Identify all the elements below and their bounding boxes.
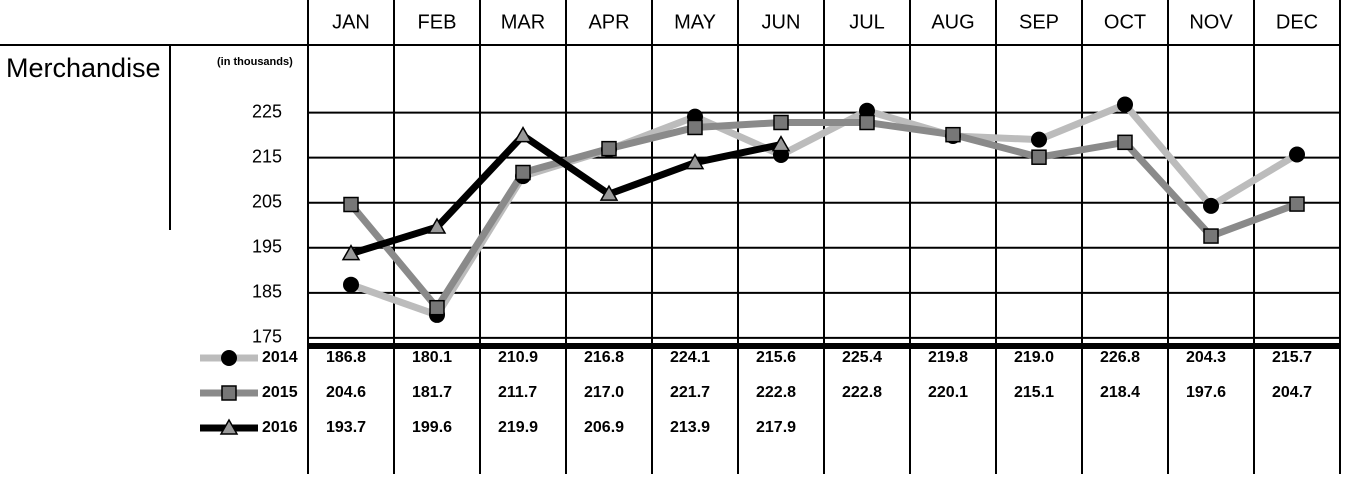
table-value: 181.7 bbox=[412, 384, 452, 401]
table-value: 210.9 bbox=[498, 349, 538, 366]
table-value: 211.7 bbox=[498, 384, 537, 401]
y-tick-label: 225 bbox=[252, 101, 282, 121]
point bbox=[601, 140, 617, 157]
x-tick-label: DEC bbox=[1276, 11, 1318, 33]
table-value: 204.6 bbox=[326, 384, 366, 401]
point bbox=[343, 276, 359, 293]
point bbox=[773, 114, 789, 131]
y-tick-label: 195 bbox=[252, 237, 282, 257]
table-value: 216.8 bbox=[584, 349, 624, 366]
point bbox=[429, 299, 445, 316]
x-tick-label: FEB bbox=[418, 11, 457, 33]
x-tick-label: AUG bbox=[931, 11, 974, 33]
x-tick-label: MAR bbox=[501, 11, 545, 33]
series-line bbox=[348, 119, 1299, 312]
table-value: 215.7 bbox=[1272, 349, 1312, 366]
x-tick-label: JUL bbox=[849, 11, 885, 33]
table-value: 222.8 bbox=[756, 384, 796, 401]
point bbox=[1117, 134, 1133, 151]
point bbox=[859, 114, 875, 131]
chart-subtitle: (in thousands) bbox=[217, 56, 293, 68]
table-value: 204.7 bbox=[1272, 384, 1312, 401]
table-value: 213.9 bbox=[670, 419, 710, 436]
table-value: 226.8 bbox=[1100, 349, 1140, 366]
table-value: 218.4 bbox=[1100, 384, 1140, 401]
point bbox=[945, 126, 961, 143]
point bbox=[341, 244, 361, 261]
point bbox=[687, 119, 703, 136]
point bbox=[219, 418, 239, 435]
x-tick-label: JUN bbox=[762, 11, 801, 33]
point bbox=[1289, 146, 1305, 163]
y-tick-label: 185 bbox=[252, 282, 282, 302]
table-value: 180.1 bbox=[412, 349, 452, 366]
y-tick-label: 205 bbox=[252, 191, 282, 211]
table-value: 215.6 bbox=[756, 349, 796, 366]
table-value: 217.0 bbox=[584, 384, 624, 401]
point bbox=[685, 153, 705, 170]
x-tick-label: JAN bbox=[332, 11, 370, 33]
table-value: 222.8 bbox=[842, 384, 882, 401]
table-value: 204.3 bbox=[1186, 349, 1226, 366]
y-tick-label: 175 bbox=[252, 327, 282, 347]
point bbox=[1203, 228, 1219, 244]
point bbox=[221, 350, 237, 366]
table-value: 219.9 bbox=[498, 419, 538, 436]
point bbox=[513, 126, 533, 143]
table-value: 217.9 bbox=[756, 419, 796, 436]
point bbox=[427, 217, 447, 234]
point bbox=[343, 196, 359, 213]
table-value: 224.1 bbox=[670, 349, 710, 366]
table-value: 221.7 bbox=[670, 384, 710, 401]
x-tick-label: SEP bbox=[1019, 11, 1059, 33]
point bbox=[599, 184, 619, 201]
x-tick-label: MAY bbox=[674, 11, 716, 33]
point bbox=[1031, 131, 1047, 148]
legend-label: 2014 bbox=[262, 349, 298, 366]
legend-label: 2015 bbox=[262, 384, 298, 401]
legend-label: 2016 bbox=[262, 419, 298, 436]
point bbox=[771, 135, 791, 152]
table-value: 197.6 bbox=[1186, 384, 1226, 401]
series-line bbox=[349, 132, 782, 257]
x-tick-label: NOV bbox=[1189, 11, 1233, 33]
point bbox=[1031, 149, 1047, 165]
point bbox=[1117, 96, 1133, 113]
x-tick-label: OCT bbox=[1104, 11, 1146, 33]
table-value: 219.0 bbox=[1014, 349, 1054, 366]
chart-title: Merchandise bbox=[6, 53, 161, 83]
y-tick-label: 215 bbox=[252, 146, 282, 166]
table-value: 225.4 bbox=[842, 349, 882, 366]
table-value: 193.7 bbox=[326, 419, 366, 436]
table-value: 220.1 bbox=[928, 384, 968, 401]
point bbox=[1289, 196, 1305, 212]
point bbox=[515, 164, 531, 181]
x-tick-label: APR bbox=[588, 11, 629, 33]
table-value: 215.1 bbox=[1014, 384, 1054, 401]
point bbox=[1203, 197, 1219, 214]
point bbox=[221, 385, 237, 401]
table-value: 199.6 bbox=[412, 419, 452, 436]
table-value: 206.9 bbox=[584, 419, 624, 436]
table-value: 219.8 bbox=[928, 349, 968, 366]
table-value: 186.8 bbox=[326, 349, 366, 366]
